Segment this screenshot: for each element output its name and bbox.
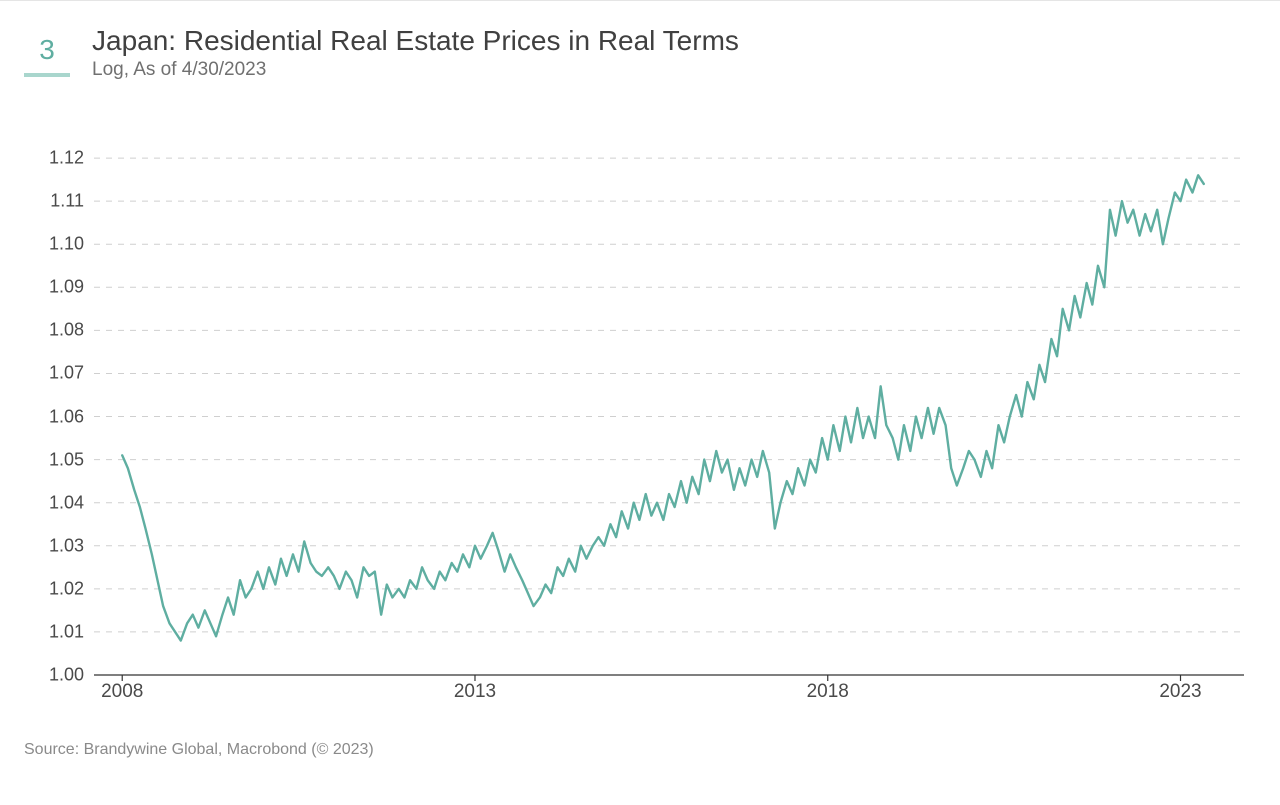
y-tick-label: 1.11	[50, 191, 84, 212]
y-tick-label: 1.01	[49, 621, 84, 642]
x-tick-label: 2013	[454, 681, 496, 703]
x-tick-label: 2018	[807, 681, 849, 703]
chart-number-badge: 3	[24, 31, 70, 77]
chart-source: Source: Brandywine Global, Macrobond (© …	[24, 741, 1256, 759]
y-tick-label: 1.00	[49, 665, 84, 686]
chart-title: Japan: Residential Real Estate Prices in…	[92, 25, 1256, 57]
chart-titles: Japan: Residential Real Estate Prices in…	[92, 25, 1256, 81]
chart-card: 3 Japan: Residential Real Estate Prices …	[0, 0, 1280, 805]
y-tick-label: 1.08	[49, 320, 84, 341]
y-tick-label: 1.12	[49, 148, 84, 169]
x-tick-label: 2023	[1159, 681, 1201, 703]
series-line	[122, 175, 1204, 640]
y-tick-label: 1.05	[49, 449, 84, 470]
y-tick-label: 1.04	[49, 492, 84, 513]
chart-plot-area: 1.00 1.01 1.02 1.03 1.04 1.05 1.06 1.07 1.08 1.09…	[24, 105, 1256, 715]
chart-header: 3 Japan: Residential Real Estate Prices …	[24, 25, 1256, 81]
y-tick-label: 1.07	[49, 363, 84, 384]
y-tick-label: 1.09	[49, 277, 84, 298]
chart-svg	[24, 105, 1256, 715]
y-tick-label: 1.02	[49, 578, 84, 599]
chart-subtitle: Log, As of 4/30/2023	[92, 59, 1256, 81]
y-tick-label: 1.03	[49, 535, 84, 556]
x-tick-label: 2008	[101, 681, 143, 703]
y-tick-label: 1.10	[49, 234, 84, 255]
y-tick-label: 1.06	[49, 406, 84, 427]
